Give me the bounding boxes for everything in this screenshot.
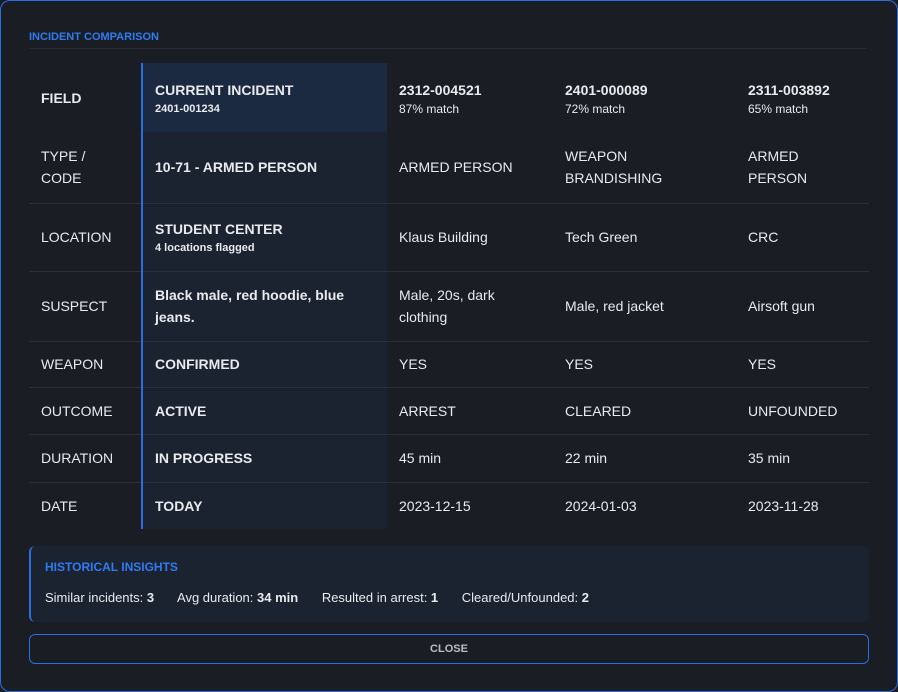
comparison-value: YES	[736, 341, 869, 388]
comparison-value: Klaus Building	[387, 203, 553, 272]
header-field: FIELD	[41, 89, 82, 106]
comparison-value: 2023-11-28	[748, 497, 819, 514]
comparison-value: CLEARED	[553, 387, 736, 435]
incident-id: 2401-000089	[565, 81, 648, 98]
stat-similar: Similar incidents: 3	[45, 590, 155, 605]
comparison-value: ARREST	[387, 387, 553, 435]
current-text: CONFIRMED	[155, 356, 240, 372]
stat-duration: Avg duration: 34 min	[177, 590, 299, 605]
current-text: IN PROGRESS	[155, 450, 253, 466]
table-row: OUTCOME ACTIVE ARREST CLEARED UNFOUNDED	[29, 387, 869, 435]
comparison-value: Male, 20s, dark clothing	[387, 271, 553, 342]
table-row: LOCATION STUDENT CENTER 4 locations flagge…	[29, 203, 869, 272]
current-text: Black male, red hoodie, blue jeans.	[155, 287, 345, 325]
comparison-value: ARMED PERSON	[736, 132, 869, 204]
comparison-value: Male, red jacket	[553, 271, 736, 342]
modal-title: INCIDENT COMPARISON	[29, 31, 159, 43]
current-value: IN PROGRESS	[141, 434, 387, 483]
field-label: DURATION	[29, 434, 142, 483]
comparison-value: YES	[387, 341, 553, 388]
table-header-row: FIELD CURRENT INCIDENT 2401-001234 2312-0…	[29, 63, 869, 132]
comparison-value: ARMED PERSON	[387, 132, 553, 204]
current-value: TODAY	[141, 482, 387, 529]
current-label: CURRENT INCIDENT	[155, 81, 294, 98]
field-label: OUTCOME	[29, 387, 142, 435]
table-row: WEAPON CONFIRMED YES YES YES	[29, 341, 869, 388]
table-row: TYPE / CODE 10-71 - ARMED PERSON ARMED PER…	[29, 132, 869, 204]
field-label: TYPE / CODE	[29, 132, 142, 204]
comparison-value: UNFOUNDED	[736, 387, 869, 435]
comparison-value: 45 min	[387, 434, 553, 483]
table-row: DATE TODAY 2023-12-15 2024-01-03 2023-11-28	[29, 482, 869, 529]
match-percent: 87% match	[399, 101, 460, 116]
historical-insights: HISTORICAL INSIGHTS Similar incidents: 3…	[29, 546, 869, 622]
comparison-value: 22 min	[553, 434, 736, 483]
comparison-value: WEAPON BRANDISHING	[553, 132, 736, 204]
divider	[29, 48, 867, 49]
current-id: 2401-001234	[155, 102, 220, 115]
match-percent: 72% match	[565, 101, 626, 116]
header-current: CURRENT INCIDENT 2401-001234	[141, 63, 387, 132]
header-incident: 2312-004521 87% match	[387, 63, 553, 132]
stat-arrest: Resulted in arrest: 1	[321, 590, 439, 605]
comparison-value: CRC	[736, 203, 869, 272]
table-row: DURATION IN PROGRESS 45 min 22 min 35 min	[29, 434, 869, 483]
comparison-value: 2024-01-03	[565, 497, 637, 514]
comparison-value: 2023-12-15	[399, 497, 471, 514]
comparison-value: YES	[553, 341, 736, 388]
incident-id: 2311-003892	[748, 81, 830, 98]
current-value: Black male, red hoodie, blue jeans.	[141, 271, 387, 342]
current-text: STUDENT CENTER	[155, 221, 283, 237]
current-subtext: 4 locations flagged	[155, 242, 255, 254]
comparison-value: 35 min	[736, 434, 869, 483]
current-value: 10-71 - ARMED PERSON	[141, 132, 387, 204]
comparison-value: Tech Green	[553, 203, 736, 272]
incident-id: 2312-004521	[399, 81, 482, 98]
stat-cleared: Cleared/Unfounded: 2	[461, 590, 589, 605]
current-text: 10-71 - ARMED PERSON	[155, 159, 318, 176]
close-button[interactable]: CLOSE	[29, 634, 869, 664]
comparison-table: FIELD CURRENT INCIDENT 2401-001234 2312-0…	[29, 63, 869, 529]
current-value: CONFIRMED	[141, 341, 387, 388]
field-label: WEAPON	[29, 341, 142, 388]
insights-title: HISTORICAL INSIGHTS	[45, 560, 178, 574]
field-label: DATE	[41, 497, 78, 514]
current-text: TODAY	[155, 497, 203, 514]
header-incident: 2311-003892 65% match	[736, 63, 869, 132]
field-label: SUSPECT	[29, 271, 142, 342]
current-text: ACTIVE	[155, 402, 207, 419]
current-value: STUDENT CENTER 4 locations flagged	[141, 203, 387, 272]
comparison-value: Airsoft gun	[736, 271, 869, 342]
match-percent: 65% match	[748, 101, 809, 116]
insights-stats: Similar incidents: 3 Avg duration: 34 mi…	[45, 590, 609, 605]
table-row: SUSPECT Black male, red hoodie, blue jean…	[29, 271, 869, 342]
header-incident: 2401-000089 72% match	[553, 63, 736, 132]
field-label: LOCATION	[29, 203, 142, 272]
current-value: ACTIVE	[141, 387, 387, 435]
